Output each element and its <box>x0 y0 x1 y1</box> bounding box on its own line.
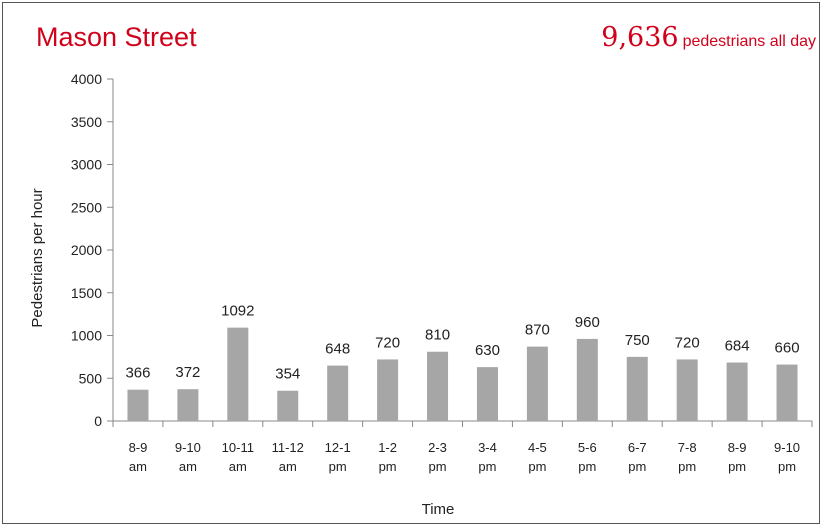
y-axis-label: Pedestrians per hour <box>29 188 46 327</box>
bar <box>576 338 598 421</box>
daily-total-value: 9,636 <box>601 22 679 53</box>
x-tick-label: 2-3 <box>428 440 447 455</box>
x-tick-label: 11-12 <box>272 440 304 455</box>
bar <box>476 367 498 421</box>
x-tick-label: pm <box>478 459 496 474</box>
data-label: 372 <box>175 364 200 381</box>
data-label: 684 <box>725 338 750 355</box>
x-tick-label: 1-2 <box>378 440 397 455</box>
x-tick-label: pm <box>528 459 546 474</box>
x-tick-label: 6-7 <box>628 440 647 455</box>
data-label: 810 <box>425 327 450 344</box>
x-tick-label: pm <box>728 459 746 474</box>
y-tick-label: 3500 <box>71 114 102 130</box>
bar <box>177 389 199 421</box>
data-label: 720 <box>675 334 700 351</box>
x-tick-label: am <box>229 459 247 474</box>
data-label: 750 <box>625 332 650 349</box>
bar <box>227 327 249 421</box>
chart-title: Mason Street <box>36 22 197 52</box>
x-tick-label: 8-9 <box>129 440 148 455</box>
bar <box>726 362 748 421</box>
y-tick-label: 1500 <box>71 285 102 301</box>
x-tick-label: am <box>279 459 297 474</box>
x-tick-label: 8-9 <box>728 440 747 455</box>
data-label: 660 <box>775 340 800 357</box>
x-tick-label: 9-10 <box>175 440 201 455</box>
data-label: 630 <box>475 342 500 359</box>
y-tick-label: 2000 <box>71 242 102 258</box>
y-tick-label: 3000 <box>71 157 102 173</box>
x-tick-label: pm <box>379 459 397 474</box>
x-tick-label: 10-11 <box>222 440 254 455</box>
x-tick-label: 9-10 <box>774 440 800 455</box>
x-tick-label: pm <box>578 459 596 474</box>
data-label: 354 <box>275 366 300 383</box>
bar <box>277 390 299 421</box>
x-tick-label: pm <box>628 459 646 474</box>
x-tick-label: 12-1 <box>325 440 351 455</box>
data-label: 960 <box>575 314 600 331</box>
x-tick-label: 7-8 <box>678 440 697 455</box>
y-tick-label: 4000 <box>71 71 102 87</box>
data-label: 720 <box>375 334 400 351</box>
x-tick-label: pm <box>429 459 447 474</box>
bar <box>327 365 349 421</box>
data-label: 870 <box>525 322 550 339</box>
bar <box>427 351 449 421</box>
x-tick-label: 3-4 <box>478 440 497 455</box>
x-tick-label: 5-6 <box>578 440 597 455</box>
x-tick-label: pm <box>778 459 796 474</box>
data-label: 648 <box>325 341 350 358</box>
daily-total: 9,636 pedestrians all day <box>601 22 816 53</box>
y-tick-label: 0 <box>94 413 102 429</box>
y-tick-label: 2500 <box>71 199 102 215</box>
y-tick-label: 500 <box>79 370 103 386</box>
data-label: 366 <box>125 365 150 382</box>
x-tick-label: pm <box>678 459 696 474</box>
y-tick-label: 1000 <box>71 328 102 344</box>
bar <box>776 364 798 421</box>
bar <box>377 359 399 421</box>
data-label: 1092 <box>221 303 254 320</box>
bar <box>526 346 548 421</box>
daily-total-label: pedestrians all day <box>682 33 816 50</box>
x-tick-label: pm <box>329 459 347 474</box>
x-tick-label: am <box>179 459 197 474</box>
bar <box>626 356 648 421</box>
x-tick-label: am <box>129 459 147 474</box>
x-axis-label: Time <box>422 501 455 518</box>
bar <box>127 389 149 421</box>
x-tick-label: 4-5 <box>528 440 547 455</box>
bar <box>676 359 698 421</box>
